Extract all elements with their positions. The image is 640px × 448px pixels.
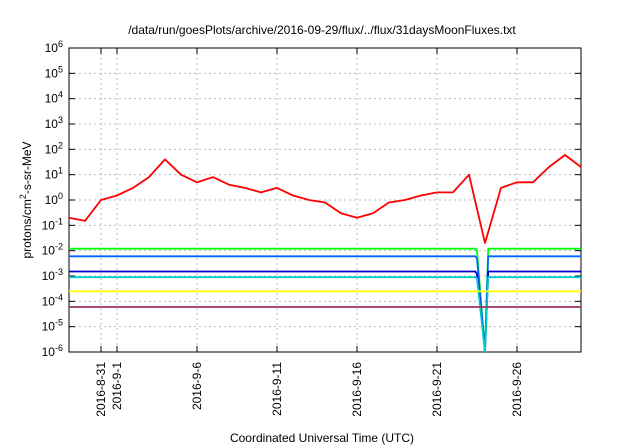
y-tick-label: 104 [45,90,63,106]
x-tick-label: 2016-8-31 [94,362,108,417]
series-line-4 [69,270,581,353]
series-line-2 [69,247,581,353]
y-tick-label: 10-2 [42,242,63,258]
x-tick-label: 2016-9-1 [110,362,124,410]
y-axis-label: protons/cm2-s-sr-MeV [18,141,34,258]
series-line-1 [68,154,582,244]
y-tick-label: 10-5 [42,318,63,334]
y-tick-label: 101 [45,166,63,182]
y-tick-label: 105 [45,64,63,80]
y-tick-label: 103 [45,115,63,131]
x-tick-label: 2016-9-21 [430,362,444,417]
series-line-5 [69,276,581,353]
y-tick-label: 10-6 [42,343,63,359]
series-layer [68,154,582,353]
x-tick-label: 2016-9-16 [350,362,364,417]
x-axis-label: Coordinated Universal Time (UTC) [230,431,414,445]
y-tick-label: 10-4 [42,292,63,308]
x-tick-label: 2016-9-6 [190,362,204,410]
x-tick-label: 2016-9-11 [270,362,284,416]
chart-title: /data/run/goesPlots/archive/2016-09-29/f… [128,23,516,37]
y-tick-label: 100 [45,191,63,207]
y-tick-label: 106 [45,39,63,55]
y-tick-label: 10-3 [42,267,63,283]
y-tick-label: 10-1 [42,216,63,232]
x-axis-ticks: 2016-8-31 2016-9-1 2016-9-6 2016-9-11 2016-9… [94,48,524,417]
x-tick-label: 2016-9-26 [510,362,524,417]
y-axis-ticks: 10-6 10-5 10-4 10-3 10-2 10-1 100 101 102 103 104 1… [42,39,581,359]
y-tick-label: 102 [45,140,63,156]
